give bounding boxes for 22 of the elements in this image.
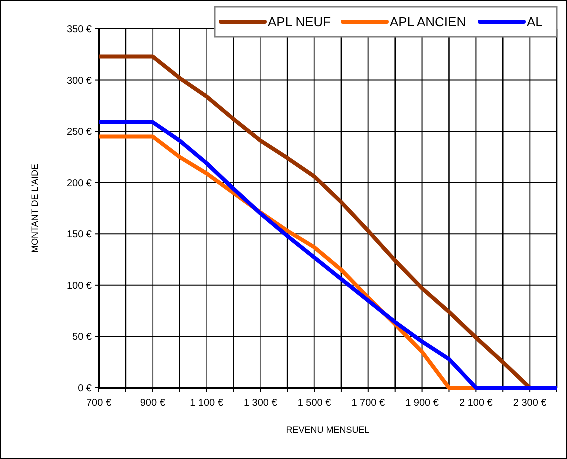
x-tick-label: 1 500 € — [298, 398, 332, 409]
legend-label: APL NEUF — [268, 14, 332, 30]
x-tick-label: 1 300 € — [244, 398, 278, 409]
y-tick-label: 100 € — [66, 280, 92, 292]
x-tick-label: 1 100 € — [190, 398, 224, 409]
x-tick-label: 700 € — [86, 398, 112, 409]
x-axis-title: REVENU MENSUEL — [286, 425, 370, 435]
x-tick-label: 1 700 € — [352, 398, 386, 409]
x-tick-label: 1 900 € — [406, 398, 440, 409]
y-tick-label: 200 € — [66, 178, 92, 190]
x-tick-label: 2 100 € — [459, 398, 494, 409]
legend-label: APL ANCIEN — [390, 14, 466, 30]
y-axis-title: MONTANT DE L'AIDE — [30, 164, 40, 253]
y-tick-label: 350 € — [66, 24, 92, 36]
y-tick-label: 300 € — [66, 76, 92, 87]
y-tick-label: 250 € — [66, 127, 92, 138]
y-tick-label: 0 € — [78, 384, 92, 394]
y-tick-label: 150 € — [66, 230, 92, 241]
legend-label: AL — [527, 14, 543, 30]
y-tick-label: 50 € — [72, 332, 92, 344]
x-tick-label: 900 € — [140, 398, 166, 409]
x-tick-label: 2 300 € — [513, 398, 548, 409]
